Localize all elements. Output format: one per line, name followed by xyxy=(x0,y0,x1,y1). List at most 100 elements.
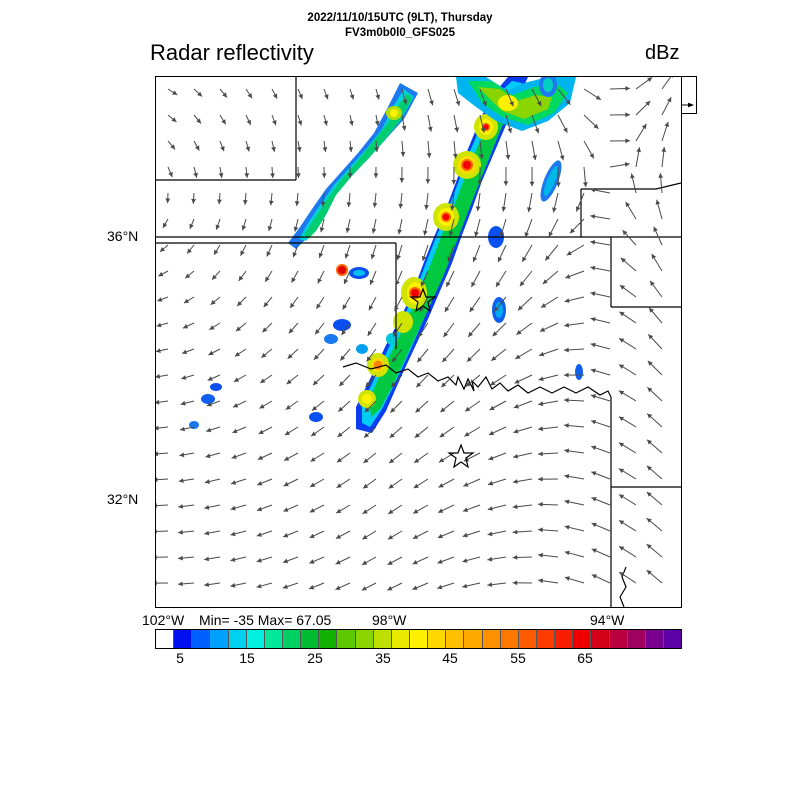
wind-vector-head xyxy=(368,305,374,311)
wind-vector-head xyxy=(340,355,346,361)
wind-vector-head xyxy=(191,198,196,204)
wind-vector-head xyxy=(180,426,185,432)
wind-vector-head xyxy=(208,350,214,355)
wind-vector-head xyxy=(618,468,625,474)
wind-vector-head xyxy=(650,280,655,286)
wind-vector-head xyxy=(464,431,470,437)
colorbar-cell-21 xyxy=(536,630,556,648)
wind-vector-head xyxy=(415,407,421,413)
wind-vector-head xyxy=(545,255,551,261)
wind-vector-head xyxy=(512,479,518,484)
wind-vector-head xyxy=(646,465,652,471)
colorbar-cell-12 xyxy=(373,630,392,648)
wind-vector-head xyxy=(671,77,674,78)
wind-vector-head xyxy=(619,572,625,577)
wind-vector-head xyxy=(235,326,241,332)
wind-vector-head xyxy=(293,226,299,232)
wind-vector-head xyxy=(309,533,315,538)
colorbar-cell-11 xyxy=(355,630,374,648)
wind-vector-head xyxy=(291,277,296,283)
wind-vector-head xyxy=(204,505,210,510)
wind-vector-head xyxy=(566,250,572,256)
wind-vector-head xyxy=(513,454,519,459)
wind-vector-head xyxy=(394,306,399,312)
wind-vector-head xyxy=(283,507,289,512)
wind-vector-head xyxy=(374,147,379,152)
wind-vector-head xyxy=(341,330,347,336)
wind-vector-head xyxy=(565,99,571,105)
wind-vector-head xyxy=(641,123,647,130)
wind-vector-head xyxy=(646,544,652,549)
wind-vector-head xyxy=(162,222,168,228)
wind-vector-head xyxy=(462,507,469,512)
wind-vector-head xyxy=(396,254,401,260)
wind-vector-head xyxy=(156,348,161,353)
wind-vector-head xyxy=(397,229,403,235)
wind-vector-head xyxy=(443,332,449,338)
wind-vector-head xyxy=(514,379,520,384)
wind-vector-head xyxy=(391,382,396,388)
wind-vector-head xyxy=(455,100,461,106)
wind-vector-head xyxy=(367,330,373,336)
axis-label-lon-98w: 98°W xyxy=(372,612,407,628)
wind-vector-head xyxy=(645,101,651,106)
wind-vector-head xyxy=(471,281,476,287)
wind-vector-head xyxy=(563,127,568,133)
wind-vector-head xyxy=(193,172,198,178)
unit-label: dBz xyxy=(645,42,680,64)
wind-vector-head xyxy=(480,127,486,133)
station-star-2 xyxy=(447,443,475,469)
wind-vector-head xyxy=(230,505,236,511)
wind-vector-head xyxy=(423,230,428,236)
wind-vector-head xyxy=(538,376,544,382)
wind-vector-head xyxy=(210,299,216,305)
wind-vector-head xyxy=(591,548,597,553)
wind-vector-head xyxy=(364,432,370,438)
wind-vector-head xyxy=(591,574,597,579)
wind-vector-head xyxy=(447,256,452,262)
wind-vector-head xyxy=(346,202,352,207)
radar-map-panel[interactable] xyxy=(155,76,682,608)
wind-vector-head xyxy=(636,147,641,153)
wind-vector-head xyxy=(158,271,164,277)
colorbar-cell-24 xyxy=(591,630,610,648)
wind-vector-head xyxy=(156,399,160,405)
wind-vector-head xyxy=(664,121,669,127)
wind-vector-head xyxy=(618,416,624,422)
wind-vector-head xyxy=(322,147,328,152)
wind-vector-head xyxy=(564,448,570,454)
wind-vector-head xyxy=(230,583,236,588)
wind-vector-head xyxy=(646,518,652,523)
wind-vector-head xyxy=(416,382,422,388)
wind-vector-head xyxy=(538,527,543,533)
wind-vector-head xyxy=(538,451,543,457)
colorbar-cell-3 xyxy=(210,630,229,648)
wind-vector-head xyxy=(284,430,290,436)
wind-vector-head xyxy=(462,558,468,563)
wind-vector-head xyxy=(402,99,408,105)
wind-vector-head xyxy=(241,225,247,231)
wind-vector-head xyxy=(286,379,292,385)
wind-vector-head xyxy=(619,338,625,343)
wind-vector-head xyxy=(620,257,626,263)
wind-vector-head xyxy=(564,298,570,303)
wind-vector-head xyxy=(348,147,354,152)
wind-vector-head xyxy=(492,331,498,337)
wind-vector-head xyxy=(647,77,653,82)
wind-vector-head xyxy=(527,207,532,213)
wind-vector-head xyxy=(513,404,519,409)
wind-vector-head xyxy=(349,94,355,100)
wind-vector-head xyxy=(230,531,236,537)
colorbar-cell-2 xyxy=(192,630,211,648)
wind-vector-head xyxy=(180,400,186,406)
wind-vector-head xyxy=(465,406,471,412)
wind-vector-head xyxy=(311,431,317,437)
wind-vector-head xyxy=(429,100,434,106)
wind-vector-head xyxy=(261,352,267,358)
wind-vector-head xyxy=(388,509,394,514)
echo-cores-hot xyxy=(336,123,490,370)
colorbar[interactable] xyxy=(155,629,682,649)
wind-vector-head xyxy=(414,432,420,438)
wind-vector-head xyxy=(583,182,588,187)
wind-vector-head xyxy=(564,423,569,428)
